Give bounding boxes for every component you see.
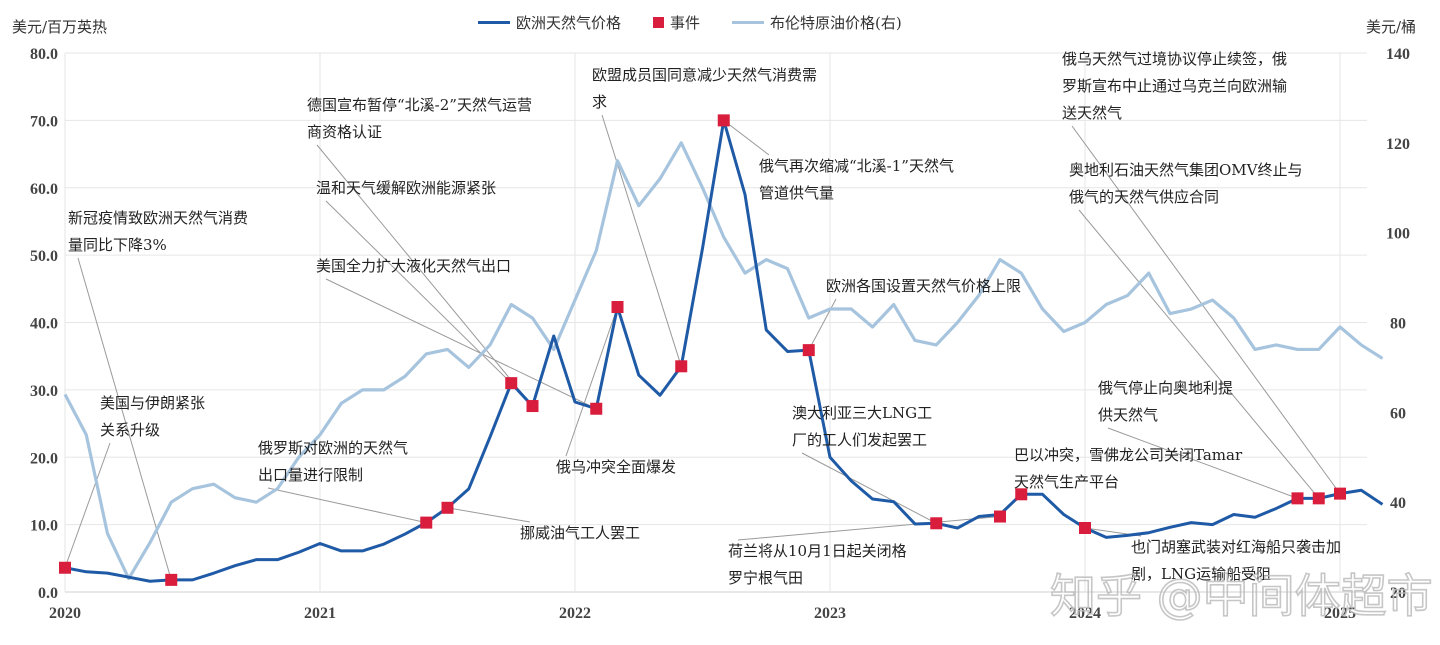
leader-line <box>565 306 618 457</box>
annotation-leader-lines <box>64 114 1341 581</box>
leader-line <box>325 278 597 410</box>
event-marker[interactable] <box>994 510 1006 523</box>
annotation-text: 美国与伊朗紧张关系升级 <box>100 394 205 439</box>
x-axis-ticks: 2020 2021 2022 2023 2024 2025 <box>49 605 1356 622</box>
x-tick-label: 2025 <box>1324 605 1356 622</box>
legend-item-gas[interactable]: 欧洲天然气价格 <box>478 12 621 33</box>
left-tick-label: 0.0 <box>38 585 58 602</box>
right-axis-ticks: 20 40 60 80 100 120 140 <box>1386 46 1410 602</box>
leader-line <box>1107 427 1298 499</box>
event-marker[interactable] <box>717 114 730 127</box>
left-tick-label: 60.0 <box>30 181 58 198</box>
event-marker[interactable] <box>1312 492 1325 505</box>
event-marker[interactable] <box>802 344 815 357</box>
annotation-text: 巴以冲突，雪佛龙公司关闭Tamar 天然气生产平台 <box>1014 446 1243 491</box>
annotation-text: 也门胡塞武装对红海船只袭击加剧，LNG运输船受阻 <box>1131 538 1341 583</box>
leader-line <box>77 257 172 581</box>
event-marker[interactable] <box>675 360 688 373</box>
event-marker[interactable] <box>526 400 539 413</box>
leader-line <box>601 114 682 367</box>
legend-event-square-icon <box>653 17 665 28</box>
right-tick-label: 60 <box>1390 405 1406 422</box>
annotation-text: 温和天气缓解欧洲能源紧张 <box>316 179 496 197</box>
leader-line <box>801 452 937 524</box>
x-tick-label: 2023 <box>814 605 846 622</box>
annotation-text: 德国宣布暂停“北溪-2”天然气运营商资格认证 <box>307 96 532 141</box>
left-tick-label: 30.0 <box>30 383 58 400</box>
legend-item-event[interactable]: 事件 <box>653 12 700 33</box>
left-tick-label: 50.0 <box>30 248 58 265</box>
left-tick-label: 40.0 <box>30 316 58 333</box>
left-tick-label: 70.0 <box>30 113 58 130</box>
annotation-text: 澳大利亚三大LNG工厂的工人们发起罢工 <box>792 404 932 449</box>
left-tick-label: 80.0 <box>30 46 58 63</box>
leader-line <box>808 298 837 351</box>
legend-gas-label: 欧洲天然气价格 <box>516 14 622 32</box>
x-tick-label: 2024 <box>1069 605 1101 622</box>
right-tick-label: 20 <box>1390 585 1406 602</box>
event-markers <box>59 114 1346 586</box>
legend-event-label: 事件 <box>670 14 701 32</box>
annotation-text: 奥地利石油天然气集团OMV终止与俄气的天然气供应合同 <box>1069 161 1303 206</box>
gridlines <box>64 52 1367 593</box>
event-marker[interactable] <box>1079 521 1091 534</box>
annotation-text: 欧盟成员国同意减少天然气消费需求 <box>592 66 817 111</box>
event-marker[interactable] <box>611 301 624 314</box>
x-tick-label: 2020 <box>49 605 81 622</box>
left-axis-unit: 美元/百万英热 <box>12 18 108 36</box>
event-marker[interactable] <box>165 573 178 586</box>
annotation-text: 俄乌冲突全面爆发 <box>556 458 676 476</box>
leader-line <box>64 442 111 568</box>
leader-line <box>723 119 770 156</box>
event-marker[interactable] <box>1291 492 1304 505</box>
legend-brent-label: 布伦特原油价格(右) <box>770 14 902 32</box>
annotation-text: 荷兰将从10月1日起关闭格罗宁根气田 <box>728 542 907 587</box>
left-axis-ticks: 0.0 10.0 20.0 30.0 40.0 50.0 60.0 70.0 80.0 <box>30 46 58 602</box>
event-marker[interactable] <box>441 501 454 514</box>
annotation-text: 美国全力扩大液化天然气出口 <box>316 257 511 275</box>
annotation-text: 俄气再次缩减“北溪-1”天然气管道供气量 <box>759 157 954 202</box>
leader-line <box>447 507 531 523</box>
legend-brent-line-icon <box>732 21 765 24</box>
event-marker[interactable] <box>930 517 943 530</box>
leader-line <box>1078 209 1320 499</box>
right-tick-label: 120 <box>1386 136 1410 153</box>
right-tick-label: 100 <box>1386 226 1410 243</box>
right-tick-label: 80 <box>1390 316 1406 333</box>
leader-line <box>1071 125 1341 494</box>
legend-item-brent[interactable]: 布伦特原油价格(右) <box>732 12 902 33</box>
annotation-text: 欧洲各国设置天然气价格上限 <box>826 277 1021 295</box>
event-annotations: 美国与伊朗紧张关系升级 新冠疫情致欧洲天然气消费量同比下降3% 俄罗斯对欧洲的天然气… <box>68 50 1341 587</box>
left-tick-label: 20.0 <box>30 450 58 467</box>
left-tick-label: 10.0 <box>30 518 58 535</box>
annotation-text: 俄乌天然气过境协议停止续签，俄罗斯宣布中止通过乌克兰向欧洲输送天然气 <box>1062 50 1287 122</box>
legend-gas-line-icon <box>478 21 510 24</box>
right-tick-label: 40 <box>1390 495 1406 512</box>
leader-line <box>267 487 427 524</box>
event-marker[interactable] <box>505 377 518 390</box>
right-tick-label: 140 <box>1386 46 1410 63</box>
event-marker[interactable] <box>590 402 603 415</box>
event-marker[interactable] <box>59 561 71 574</box>
watermark: 知乎 @中间体超市 <box>1050 569 1433 623</box>
leader-line <box>316 144 533 407</box>
event-marker[interactable] <box>1334 487 1346 500</box>
annotation-text: 新冠疫情致欧洲天然气消费量同比下降3% <box>68 209 248 254</box>
event-marker[interactable] <box>1015 488 1028 501</box>
x-tick-label: 2021 <box>304 605 336 622</box>
legend: 欧洲天然气价格 事件 布伦特原油价格(右) <box>478 12 924 33</box>
leader-line <box>737 516 1001 541</box>
annotation-text: 俄气停止向奥地利提供天然气 <box>1098 379 1233 424</box>
event-marker[interactable] <box>420 516 433 529</box>
right-axis-unit: 美元/桶 <box>1366 18 1417 36</box>
annotation-text: 俄罗斯对欧洲的天然气出口量进行限制 <box>258 439 408 484</box>
x-tick-label: 2022 <box>559 605 591 622</box>
brent-price-line[interactable] <box>63 141 1384 581</box>
annotation-text: 挪威油气工人罢工 <box>520 524 640 542</box>
